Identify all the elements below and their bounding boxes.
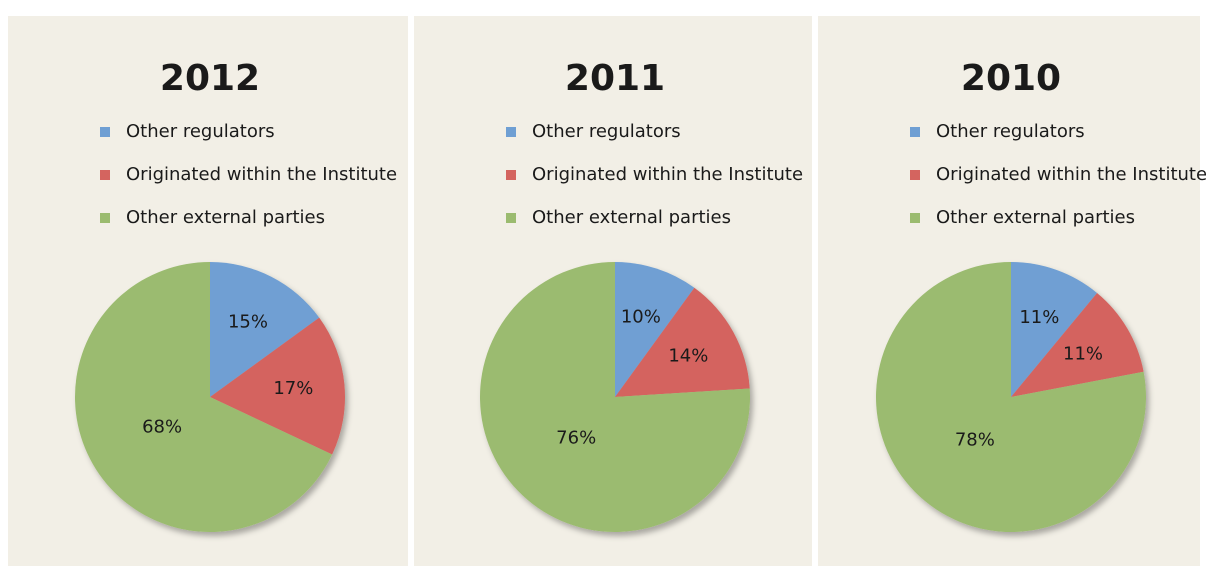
pie-slice — [1011, 292, 1144, 397]
legend-swatch — [100, 213, 110, 223]
pie-slice — [876, 262, 1146, 532]
legend-label: Other regulators — [126, 121, 275, 142]
chart-title: 2012 — [160, 58, 260, 99]
chart-title: 2011 — [565, 58, 665, 99]
pie-slice — [74, 262, 333, 532]
data-label: 14% — [668, 346, 708, 367]
data-label: 68% — [142, 416, 182, 437]
pie-slice — [1011, 262, 1098, 397]
pie-slice — [479, 262, 750, 533]
data-label: 11% — [1063, 343, 1103, 364]
data-label: 76% — [556, 427, 596, 448]
pie — [74, 262, 345, 532]
legend-swatch — [506, 170, 516, 180]
pie — [479, 262, 750, 533]
data-label: 17% — [273, 378, 313, 399]
data-label: 11% — [1019, 307, 1059, 328]
legend-label: Other external parties — [126, 207, 325, 228]
legend-swatch — [910, 170, 920, 180]
legend-label: Other external parties — [532, 207, 731, 228]
legend-swatch — [506, 213, 516, 223]
legend-swatch — [506, 127, 516, 137]
legend-label: Other regulators — [936, 121, 1085, 142]
legend-swatch — [100, 127, 110, 137]
legend-label: Originated within the Institute — [936, 164, 1206, 185]
data-label: 78% — [955, 430, 995, 451]
pie-slice — [210, 262, 320, 397]
pie — [876, 262, 1146, 532]
legend-swatch — [910, 213, 920, 223]
data-label: 10% — [621, 306, 661, 327]
legend-label: Other external parties — [936, 207, 1135, 228]
legend-label: Originated within the Institute — [126, 164, 397, 185]
data-label: 15% — [228, 311, 268, 332]
legend-label: Originated within the Institute — [532, 164, 803, 185]
legend-label: Other regulators — [532, 121, 681, 142]
chart-title: 2010 — [961, 58, 1061, 99]
legend-swatch — [910, 127, 920, 137]
pie-slice — [615, 262, 695, 397]
legend-swatch — [100, 170, 110, 180]
pie-slice — [210, 317, 345, 455]
pie-slice — [615, 287, 750, 397]
